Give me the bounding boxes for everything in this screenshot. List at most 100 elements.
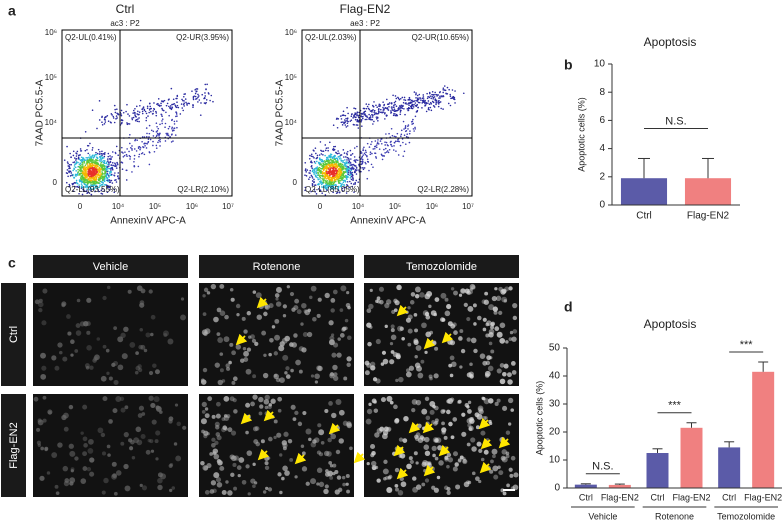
event-dot [68, 171, 70, 174]
cell-nucleus [396, 284, 402, 291]
event-dot [335, 171, 338, 173]
event-dot [375, 118, 378, 120]
event-dot [354, 161, 357, 164]
event-dot [396, 114, 399, 117]
event-dot [158, 134, 160, 137]
cell-nucleus [414, 436, 420, 442]
cell-nucleus [120, 407, 126, 413]
cell-nucleus [57, 342, 63, 348]
cell-nucleus [40, 373, 47, 380]
event-dot [346, 169, 349, 172]
event-dot [355, 124, 358, 126]
event-dot [342, 165, 344, 167]
event-dot [314, 174, 317, 177]
cell-nucleus [328, 320, 334, 326]
event-dot [372, 123, 374, 125]
cell-nucleus [131, 456, 136, 460]
cell-nucleus [140, 344, 146, 350]
event-dot [437, 101, 439, 104]
cell-nucleus [376, 478, 381, 483]
event-dot [434, 91, 436, 94]
event-dot [374, 140, 377, 142]
event-dot [317, 178, 320, 181]
event-dot [321, 150, 323, 153]
cell-nucleus [482, 327, 487, 332]
bar [680, 427, 703, 488]
event-dot [394, 114, 397, 117]
event-dot [103, 123, 106, 125]
event-dot [181, 107, 184, 109]
cell-nucleus [87, 448, 94, 454]
event-dot [135, 105, 138, 108]
cell-nucleus [481, 396, 485, 400]
event-dot [332, 188, 335, 190]
event-dot [172, 140, 174, 142]
event-dot [91, 183, 93, 186]
event-dot [117, 113, 120, 116]
cell-nucleus [232, 376, 238, 382]
event-dot [75, 170, 77, 172]
cell-nucleus [223, 414, 228, 418]
event-dot [322, 181, 324, 183]
event-dot [395, 135, 397, 138]
event-dot [370, 143, 372, 146]
event-dot [133, 148, 136, 150]
cell-nucleus [389, 359, 395, 365]
cell-nucleus [316, 482, 320, 486]
event-dot [399, 113, 402, 116]
cell-nucleus [252, 374, 257, 379]
event-dot [81, 181, 83, 184]
cell-nucleus [129, 341, 136, 348]
event-dot [128, 123, 131, 125]
event-dot [362, 167, 364, 169]
event-dot [100, 152, 103, 155]
x-tick-label: 0 [318, 202, 323, 211]
event-dot [88, 168, 91, 171]
event-dot [347, 161, 350, 164]
cell-nucleus [457, 399, 462, 404]
event-dot [159, 138, 161, 141]
event-dot [155, 122, 158, 125]
cell-nucleus [76, 298, 81, 303]
event-dot [432, 98, 434, 100]
event-dot [337, 173, 339, 175]
cell-nucleus [86, 466, 92, 472]
event-dot [109, 185, 111, 188]
event-dot [335, 183, 337, 186]
event-dot [97, 163, 100, 166]
event-dot [352, 117, 354, 119]
event-dot [88, 192, 91, 194]
cell-nucleus [263, 353, 267, 358]
event-dot [378, 103, 381, 106]
cell-nucleus [341, 475, 346, 480]
event-dot [350, 154, 352, 156]
event-dot [97, 159, 99, 162]
cell-nucleus [509, 330, 514, 335]
event-dot [346, 156, 349, 159]
event-dot [327, 147, 329, 149]
event-dot [155, 131, 158, 133]
cell-nucleus [335, 449, 341, 455]
event-dot [95, 166, 98, 169]
event-dot [438, 91, 441, 94]
cell-nucleus [224, 427, 228, 431]
cell-nucleus [431, 445, 437, 452]
cell-nucleus [424, 396, 430, 402]
event-dot [78, 184, 80, 186]
cell-nucleus [459, 329, 464, 333]
event-dot [138, 111, 141, 113]
cell-nucleus [434, 405, 439, 411]
event-dot [311, 167, 313, 169]
cell-nucleus [223, 395, 230, 402]
cell-nucleus [480, 430, 486, 436]
bar [608, 484, 631, 488]
event-dot [321, 165, 323, 168]
event-dot [428, 96, 431, 99]
cell-nucleus [429, 376, 433, 381]
cell-nucleus [425, 415, 431, 421]
event-dot [355, 169, 358, 172]
cell-nucleus [424, 450, 431, 456]
cell-nucleus [267, 404, 272, 410]
event-dot [427, 100, 430, 102]
cell-nucleus [282, 354, 289, 361]
